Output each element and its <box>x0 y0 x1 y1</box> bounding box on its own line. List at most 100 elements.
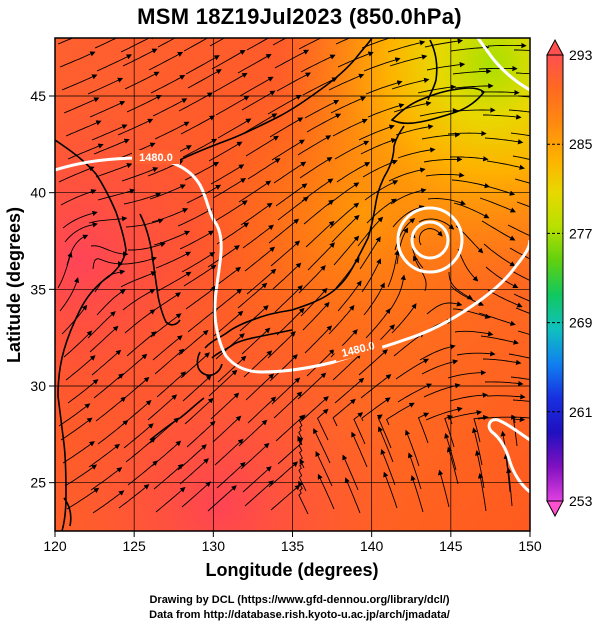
streamline <box>317 473 335 510</box>
streamline <box>93 373 124 399</box>
streamline <box>182 138 218 158</box>
streamline <box>304 99 340 119</box>
streamline <box>97 188 136 201</box>
streamline <box>383 471 398 509</box>
streamline <box>90 467 123 491</box>
streamline <box>509 247 530 260</box>
streamline <box>477 183 516 196</box>
streamline <box>126 95 162 113</box>
streamline <box>426 61 466 71</box>
streamline <box>95 163 133 178</box>
streamline <box>272 262 302 290</box>
streamline <box>87 311 116 339</box>
streamline <box>306 113 342 133</box>
streamline <box>217 355 247 383</box>
streamline <box>154 121 190 140</box>
streamline <box>351 431 368 468</box>
streamline <box>303 199 335 225</box>
streamline <box>216 461 246 489</box>
streamline <box>337 280 362 312</box>
streamline <box>275 183 308 207</box>
streamline <box>67 143 104 160</box>
streamline <box>121 167 159 182</box>
y-tick-label: 30 <box>30 378 46 394</box>
streamline <box>364 180 399 201</box>
streamline <box>510 132 530 137</box>
streamline <box>487 42 527 49</box>
streamline <box>393 332 425 357</box>
streamline <box>214 200 248 222</box>
x-axis-title: Longitude (degrees) <box>205 560 378 580</box>
streamline <box>97 419 129 445</box>
streamline <box>316 408 329 441</box>
streamline <box>187 307 219 333</box>
streamline <box>512 399 530 402</box>
colorbar-tick-label: 293 <box>569 47 593 63</box>
streamline <box>182 374 212 402</box>
streamline <box>508 353 530 359</box>
streamline <box>183 264 217 287</box>
streamline <box>507 224 530 237</box>
streamline <box>478 65 518 72</box>
streamline <box>388 167 426 182</box>
streamline <box>359 236 381 270</box>
streamline <box>241 327 271 355</box>
streamline <box>179 230 214 250</box>
streamline <box>389 54 428 67</box>
streamline <box>123 423 154 449</box>
streamline <box>298 265 326 294</box>
streamline <box>150 74 186 94</box>
streamline <box>417 412 430 444</box>
streamline <box>360 374 392 399</box>
streamline <box>517 95 530 98</box>
streamline <box>185 55 220 75</box>
streamline <box>93 138 130 155</box>
streamline <box>450 44 490 52</box>
x-tick-label: 140 <box>360 538 384 554</box>
y-tick-label: 45 <box>30 88 46 104</box>
streamline <box>332 398 356 427</box>
streamline <box>453 202 490 219</box>
streamline <box>208 141 243 162</box>
streamline <box>478 312 516 326</box>
streamline <box>449 156 489 162</box>
streamline <box>334 377 365 404</box>
streamline <box>151 208 189 223</box>
streamline <box>427 198 466 206</box>
streamline <box>454 83 494 89</box>
streamline <box>418 228 443 246</box>
streamline <box>152 335 183 361</box>
coastlines <box>55 38 486 531</box>
streamline <box>331 214 360 243</box>
streamline <box>449 392 489 402</box>
streamline <box>59 51 96 68</box>
streamline <box>273 161 307 184</box>
streamline <box>215 95 250 116</box>
streamline <box>336 162 371 183</box>
streamline <box>58 403 91 427</box>
streamline <box>58 166 95 183</box>
streamline <box>269 354 298 382</box>
streamline <box>123 192 162 205</box>
colorbar-tick-label: 277 <box>569 225 593 241</box>
streamline <box>178 92 213 112</box>
streamline <box>376 414 392 449</box>
streamline <box>237 53 272 74</box>
streamline <box>363 282 385 316</box>
streamline <box>334 140 370 160</box>
streamline <box>506 467 513 507</box>
streamline <box>96 54 132 72</box>
streamline <box>391 303 417 334</box>
streamline <box>122 48 158 67</box>
streamline <box>125 437 156 463</box>
streamline <box>95 396 127 422</box>
streamline <box>270 484 301 511</box>
streamline <box>472 427 483 466</box>
streamline <box>397 147 436 159</box>
streamline <box>89 325 119 353</box>
streamline <box>514 49 530 51</box>
streamline <box>389 274 406 311</box>
credit-data: Data from http://database.rish.kyoto-u.a… <box>149 609 450 621</box>
streamline <box>444 414 455 448</box>
streamline <box>237 282 268 309</box>
